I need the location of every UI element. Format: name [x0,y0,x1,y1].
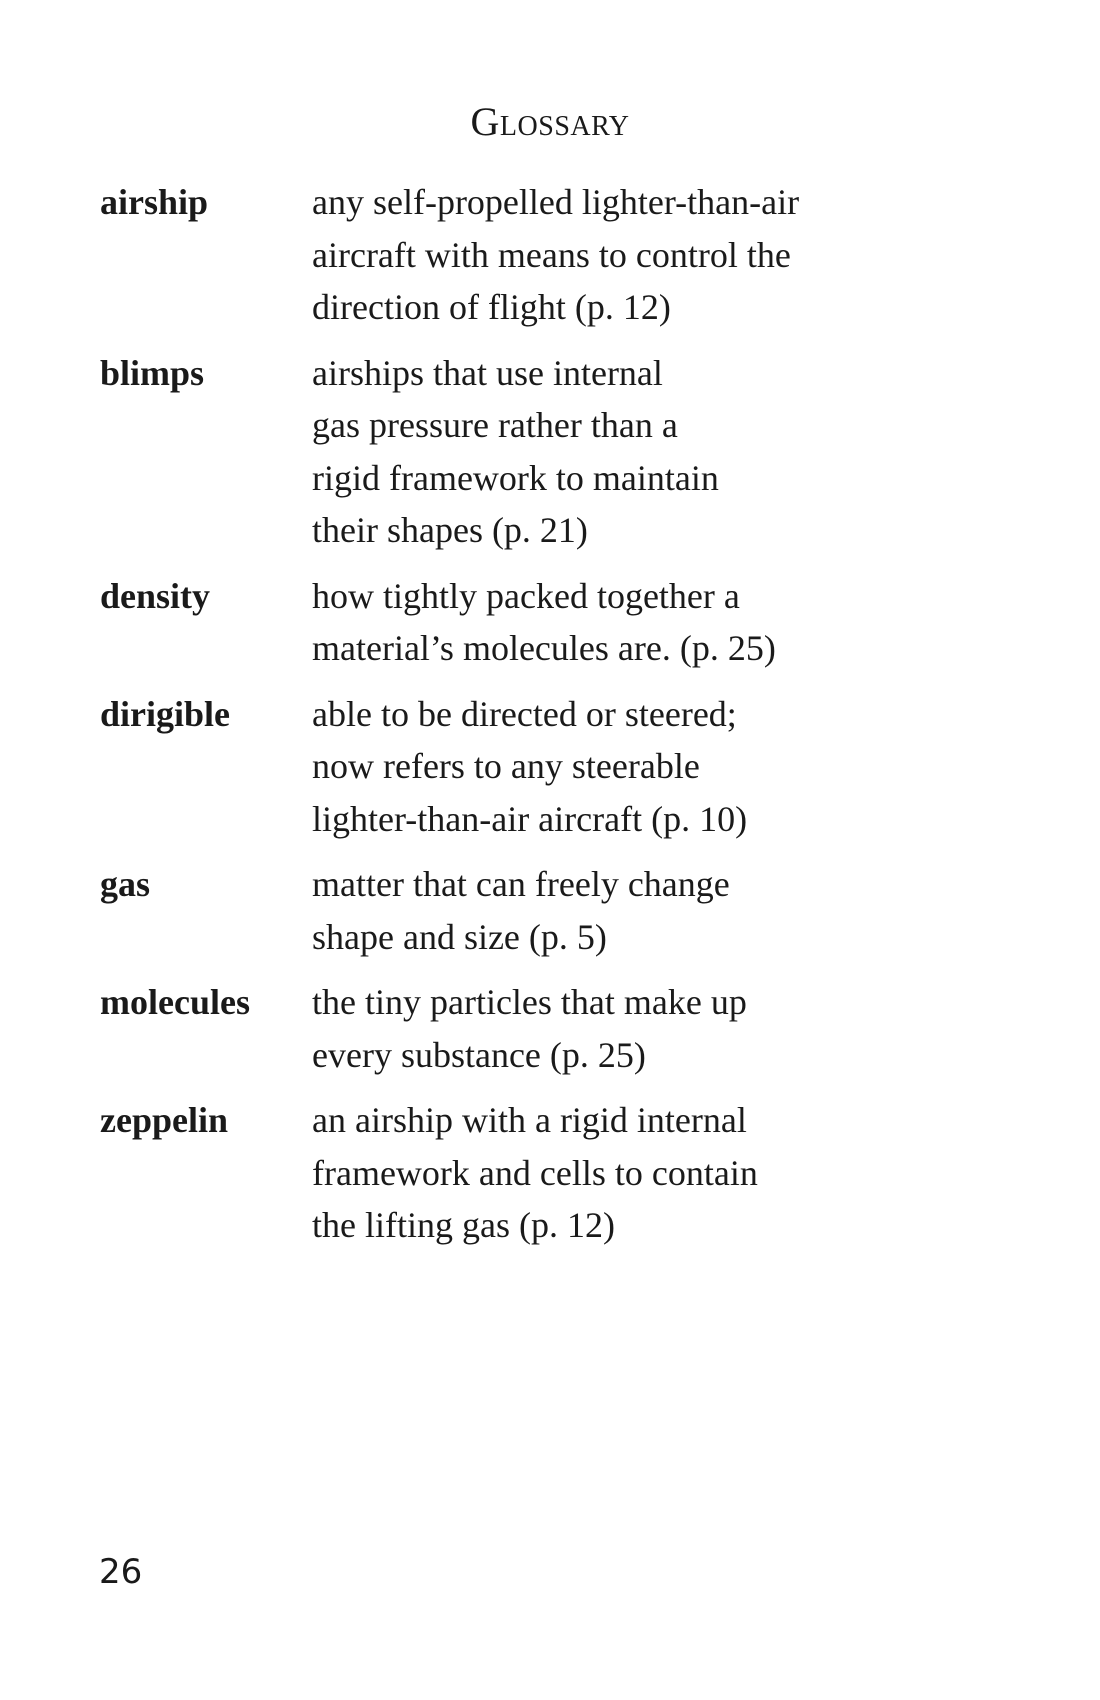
glossary-entry-airship: airship any self-propelled lighter-than-… [100,176,1000,334]
definition-line: an airship with a rigid internal [312,1100,747,1140]
glossary-term: gas [100,864,151,904]
glossary-term: airship [100,182,209,222]
glossary-entry-gas: gas matter that can freely change shape … [100,858,1000,963]
definition-line: framework and cells to contain [312,1152,758,1193]
definition-line: aircraft with means to control the [312,234,791,275]
definition-line: direction of flight (p. 12) [312,287,671,327]
definition-line: gas pressure rather than a [312,405,678,445]
definition-line: rigid framework to maintain [312,457,719,498]
glossary-entry-blimps: blimps airships that use internal gas pr… [100,347,1000,557]
definition-line: the tiny particles that make up [312,982,747,1022]
definition-line: matter that can freely change [312,864,730,904]
definition-line: every substance (p. 25) [312,1034,646,1075]
glossary-term: density [100,575,211,616]
definition-line: now refers to any steerable [312,746,700,786]
definition-line: any self-propelled lighter-than-air [312,182,800,222]
glossary-definition: able to be directed or steered; now refe… [312,688,912,846]
glossary-term: blimps [100,352,205,393]
definition-line: how tightly packed together a [312,575,740,616]
glossary-term: dirigible [100,693,231,734]
glossary-definition: an airship with a rigid internal framewo… [312,1094,912,1252]
glossary-entry-zeppelin: zeppelin an airship with a rigid interna… [100,1094,1000,1252]
glossary-entry-density: density how tightly packed together a ma… [100,570,1000,675]
glossary-definition: the tiny particles that make up every su… [312,976,912,1081]
glossary-definition: how tightly packed together a material’s… [312,570,912,675]
glossary-definition: airships that use internal gas pressure … [312,347,912,557]
definition-line: airships that use internal [312,352,663,393]
page-number: 26 [99,1552,143,1592]
page-title: Glossary [470,99,630,144]
glossary-entry-molecules: molecules the tiny particles that make u… [100,976,1000,1081]
glossary-term: zeppelin [100,1100,229,1140]
glossary-entry-dirigible: dirigible able to be directed or steered… [100,688,1000,846]
glossary-definition: matter that can freely change shape and … [312,858,912,963]
definition-line: the lifting gas (p. 12) [312,1205,615,1245]
glossary-term: molecules [100,982,250,1022]
definition-line: their shapes (p. 21) [312,510,588,550]
glossary-definition: any self-propelled lighter-than-air airc… [312,176,912,334]
definition-line: lighter-than-air aircraft (p. 10) [312,798,748,839]
definition-line: shape and size (p. 5) [312,916,607,957]
definition-line: material’s molecules are. (p. 25) [312,628,776,668]
definition-line: able to be directed or steered; [312,693,737,734]
glossary-list: airship any self-propelled lighter-than-… [100,176,1000,1252]
